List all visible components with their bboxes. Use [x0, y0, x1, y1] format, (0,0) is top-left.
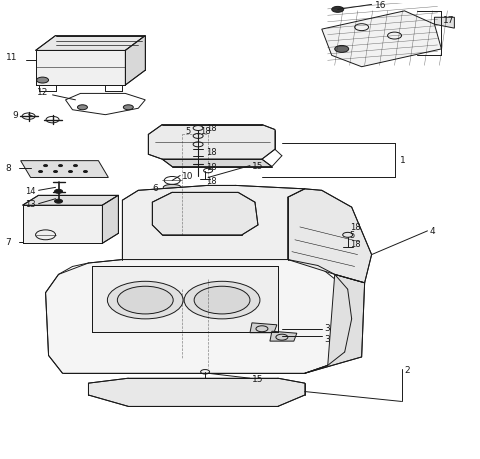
Circle shape	[108, 282, 183, 319]
Text: 6: 6	[153, 184, 158, 192]
Text: 3: 3	[325, 323, 331, 332]
Circle shape	[54, 171, 58, 173]
Text: 18: 18	[206, 163, 217, 172]
Polygon shape	[36, 36, 145, 51]
Polygon shape	[434, 18, 455, 29]
Text: 18: 18	[200, 127, 211, 136]
Polygon shape	[102, 196, 119, 244]
Text: 2: 2	[405, 365, 410, 374]
Polygon shape	[288, 190, 372, 283]
Polygon shape	[122, 186, 305, 260]
Polygon shape	[270, 331, 297, 341]
Circle shape	[36, 78, 48, 84]
Text: 18: 18	[206, 123, 217, 132]
Text: 18: 18	[206, 148, 217, 157]
Text: 5: 5	[185, 127, 191, 136]
Text: 18: 18	[206, 177, 217, 185]
Text: 15: 15	[252, 374, 264, 383]
Polygon shape	[93, 267, 278, 332]
Polygon shape	[250, 323, 277, 333]
Text: 10: 10	[182, 172, 193, 180]
Polygon shape	[23, 196, 119, 206]
Text: 1: 1	[399, 155, 405, 164]
Polygon shape	[23, 206, 102, 244]
Circle shape	[69, 171, 72, 173]
Polygon shape	[21, 161, 108, 178]
Text: 15: 15	[252, 162, 264, 171]
Circle shape	[184, 282, 260, 319]
Text: 8: 8	[6, 164, 12, 173]
Polygon shape	[46, 260, 352, 374]
Circle shape	[59, 165, 62, 167]
Polygon shape	[305, 275, 365, 374]
Text: 16: 16	[374, 1, 386, 10]
Text: 14: 14	[25, 186, 36, 196]
Text: 18: 18	[350, 239, 360, 248]
Text: 18: 18	[350, 223, 360, 232]
Circle shape	[55, 190, 62, 194]
Text: 3: 3	[325, 335, 331, 343]
Circle shape	[117, 286, 173, 314]
Text: 13: 13	[25, 200, 36, 209]
Circle shape	[38, 171, 43, 173]
Circle shape	[335, 46, 348, 53]
Text: 7: 7	[6, 238, 12, 246]
Polygon shape	[88, 378, 305, 407]
Ellipse shape	[163, 185, 181, 191]
Text: 4: 4	[430, 227, 435, 236]
Text: 5: 5	[350, 231, 355, 240]
Polygon shape	[125, 36, 145, 86]
Polygon shape	[152, 193, 258, 235]
Polygon shape	[322, 12, 442, 67]
Circle shape	[77, 106, 87, 111]
Polygon shape	[162, 160, 272, 167]
Polygon shape	[36, 51, 125, 86]
Text: 12: 12	[37, 88, 48, 97]
Circle shape	[332, 7, 344, 13]
Text: 11: 11	[6, 53, 17, 62]
Circle shape	[55, 200, 62, 204]
Circle shape	[84, 171, 87, 173]
Circle shape	[44, 165, 48, 167]
Circle shape	[73, 165, 77, 167]
Text: 17: 17	[444, 16, 455, 25]
Polygon shape	[148, 125, 275, 160]
Circle shape	[194, 286, 250, 314]
Text: 9: 9	[12, 111, 18, 120]
Circle shape	[123, 106, 133, 111]
